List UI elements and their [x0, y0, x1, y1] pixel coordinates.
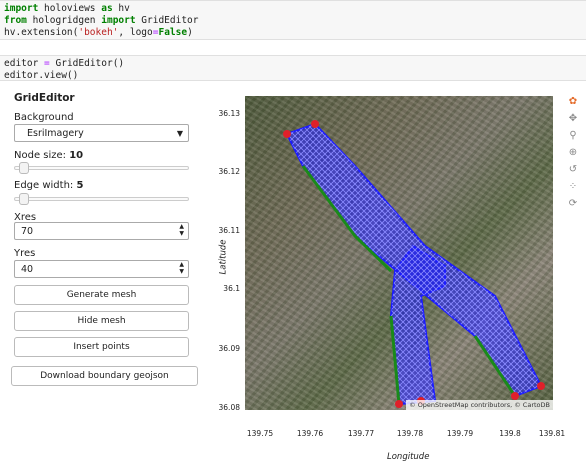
spinner-arrows-icon[interactable]: ▲ ▼: [179, 261, 184, 275]
edge-width-value: 5: [76, 180, 84, 191]
x-tick-label: 139.81: [538, 429, 566, 438]
generate-mesh-button[interactable]: Generate mesh: [14, 285, 189, 305]
y-tick-label: 36.12: [218, 167, 240, 176]
x-tick-label: 139.77: [347, 429, 375, 438]
y-tick-label: 36.09: [218, 344, 240, 353]
boundary-vertex[interactable]: [537, 382, 545, 390]
boundary-vertex[interactable]: [511, 392, 519, 400]
slider-handle[interactable]: [18, 162, 29, 174]
bokeh-logo-icon[interactable]: ✿: [568, 96, 578, 107]
boundary-edge-right[interactable]: [473, 335, 517, 397]
refresh-icon[interactable]: ⟳: [568, 198, 578, 209]
code-line: from hologridgen import GridEditor: [4, 15, 199, 26]
node-size-label-text: Node size:: [14, 150, 70, 161]
y-axis-label: Latitude: [218, 239, 229, 275]
background-select[interactable]: EsriImagery ▼: [14, 124, 189, 142]
background-select-value: EsriImagery: [27, 128, 84, 139]
insert-points-button[interactable]: Insert points: [14, 337, 189, 357]
boundary-vertex[interactable]: [311, 120, 319, 128]
point-draw-icon[interactable]: ⊕: [568, 147, 578, 158]
boundary-edge-branch[interactable]: [389, 315, 401, 405]
slider-track: [14, 166, 189, 170]
xres-value: 70: [21, 226, 34, 237]
zoom-icon[interactable]: ⚲: [569, 130, 577, 141]
y-tick-label: 36.08: [218, 403, 240, 412]
map-plot: © OpenStreetMap contributors, © CartoDB …: [210, 82, 586, 467]
background-label: Background: [14, 112, 74, 123]
y-tick-label: 36.1: [223, 284, 240, 293]
code-line: editor.view(): [4, 70, 79, 81]
node-size-slider[interactable]: [14, 162, 189, 174]
yres-label: Yres: [14, 248, 36, 259]
satellite-map[interactable]: © OpenStreetMap contributors, © CartoDB: [245, 96, 553, 410]
x-tick-label: 139.78: [396, 429, 424, 438]
hide-mesh-button[interactable]: Hide mesh: [14, 311, 189, 331]
boundary-vertex[interactable]: [283, 130, 291, 138]
chevron-down-icon: ▼: [176, 129, 183, 138]
edge-width-label-text: Edge width:: [14, 180, 77, 191]
yres-input[interactable]: 40 ▲ ▼: [14, 260, 189, 278]
slider-track: [14, 197, 189, 201]
panel-title: GridEditor: [14, 92, 75, 104]
code-line: hv.extension('bokeh', logo=False): [4, 27, 193, 38]
yres-value: 40: [21, 264, 34, 275]
edge-width-label: Edge width: 5: [14, 180, 83, 191]
mesh-overlay[interactable]: [245, 96, 553, 410]
xres-label: Xres: [14, 212, 37, 223]
y-tick-label: 36.11: [218, 226, 240, 235]
slider-handle[interactable]: [18, 193, 29, 205]
xres-input[interactable]: 70 ▲ ▼: [14, 222, 189, 240]
pan-icon[interactable]: ✥: [568, 113, 578, 124]
x-tick-label: 139.8: [499, 429, 521, 438]
x-axis-label: Longitude: [387, 452, 430, 462]
node-size-value: 10: [69, 150, 84, 161]
node-size-label: Node size: 10: [14, 150, 83, 161]
boundary-edge-left[interactable]: [301, 165, 393, 273]
x-tick-label: 139.76: [296, 429, 324, 438]
download-geojson-button[interactable]: Download boundary geojson: [11, 366, 198, 386]
code-line: import holoviews as hv: [4, 3, 130, 14]
code-cell-editor[interactable]: editor = GridEditor() editor.view(): [0, 55, 586, 81]
grideditor-panel: GridEditor Background EsriImagery ▼ Node…: [0, 82, 210, 467]
x-tick-label: 139.75: [246, 429, 274, 438]
edge-width-slider[interactable]: [14, 193, 189, 205]
boundary-vertex[interactable]: [395, 400, 403, 408]
hover-icon[interactable]: ⁘: [568, 181, 578, 192]
code-cell-imports[interactable]: import holoviews as hv from hologridgen i…: [0, 0, 586, 40]
y-tick-label: 36.13: [218, 109, 240, 118]
code-line: editor = GridEditor(): [4, 58, 125, 69]
reset-icon[interactable]: ↺: [568, 164, 578, 175]
spinner-arrows-icon[interactable]: ▲ ▼: [179, 223, 184, 237]
map-attribution: © OpenStreetMap contributors, © CartoDB: [406, 400, 553, 410]
x-tick-label: 139.79: [446, 429, 474, 438]
